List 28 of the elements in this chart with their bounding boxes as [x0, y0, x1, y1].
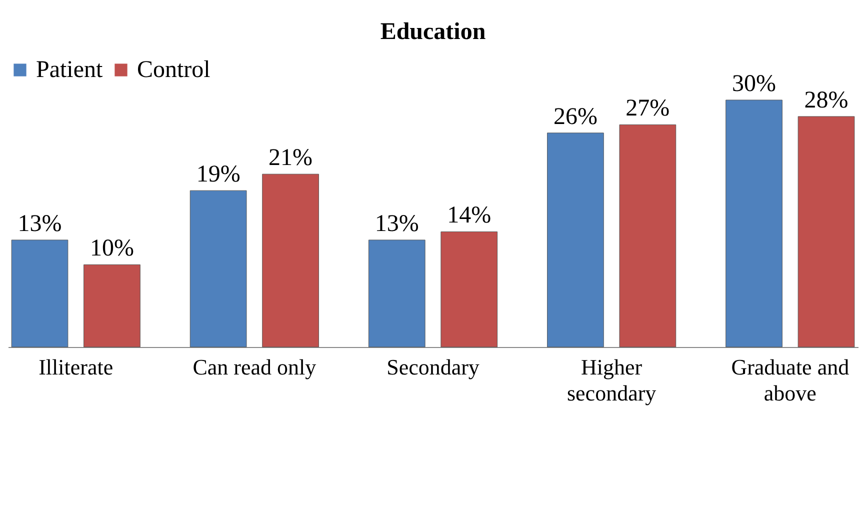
legend-label: Patient [36, 57, 103, 83]
bar [798, 116, 855, 348]
data-label: 21% [268, 145, 313, 172]
bar [619, 124, 676, 348]
data-label: 13% [374, 210, 419, 237]
chart-title: Education [380, 19, 486, 45]
bar [440, 231, 498, 348]
x-tick-label: Secondary [386, 354, 480, 380]
legend-label: Control [137, 57, 211, 83]
data-label: 13% [18, 210, 62, 237]
bar [262, 174, 319, 348]
bar [368, 240, 426, 348]
data-label: 19% [196, 162, 240, 188]
bar [190, 190, 247, 348]
data-label: 30% [732, 71, 776, 97]
x-tick-label: Higher secondary [566, 354, 656, 406]
data-label: 10% [90, 236, 134, 262]
data-label: 14% [447, 202, 492, 229]
bar [84, 264, 140, 348]
bar [726, 100, 782, 348]
x-tick-label: Illiterate [38, 354, 114, 380]
bar [547, 132, 604, 348]
data-label: 26% [553, 104, 598, 130]
bar [11, 240, 68, 348]
x-tick-label: Can read only [192, 354, 316, 380]
data-label: 27% [626, 96, 670, 122]
x-tick-label: Graduate and above [731, 354, 850, 406]
data-label: 28% [804, 87, 848, 114]
